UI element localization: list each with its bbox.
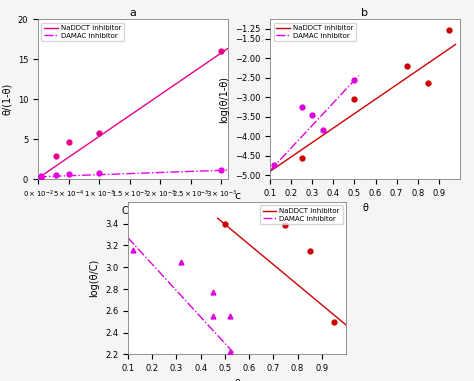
NaDDCT inhibitor bbox=[343, 323, 349, 327]
DAMAC inhibitor bbox=[267, 168, 273, 173]
Y-axis label: θ/(1-θ): θ/(1-θ) bbox=[2, 83, 12, 115]
Legend: NaDDCT inhibitor, DAMAC inhibitor: NaDDCT inhibitor, DAMAC inhibitor bbox=[260, 205, 343, 224]
X-axis label: θ: θ bbox=[234, 379, 240, 381]
Line: NaDDCT inhibitor: NaDDCT inhibitor bbox=[218, 218, 346, 325]
DAMAC inhibitor bbox=[125, 235, 131, 240]
DAMAC inhibitor bbox=[356, 74, 362, 78]
Title: c: c bbox=[234, 191, 240, 201]
Title: b: b bbox=[362, 8, 368, 18]
X-axis label: θ: θ bbox=[362, 203, 368, 213]
Y-axis label: log(θ/1-θ): log(θ/1-θ) bbox=[219, 75, 229, 123]
NaDDCT inhibitor bbox=[215, 216, 220, 221]
Title: a: a bbox=[129, 8, 136, 18]
X-axis label: C(M): C(M) bbox=[121, 206, 144, 216]
Line: DAMAC inhibitor: DAMAC inhibitor bbox=[128, 238, 237, 357]
Legend: NaDDCT inhibitor, DAMAC inhibitor: NaDDCT inhibitor, DAMAC inhibitor bbox=[41, 22, 124, 42]
Legend: NaDDCT inhibitor, DAMAC inhibitor: NaDDCT inhibitor, DAMAC inhibitor bbox=[273, 22, 356, 42]
Line: DAMAC inhibitor: DAMAC inhibitor bbox=[270, 76, 359, 170]
DAMAC inhibitor bbox=[234, 354, 240, 359]
Y-axis label: log(θ/C): log(θ/C) bbox=[90, 259, 100, 297]
